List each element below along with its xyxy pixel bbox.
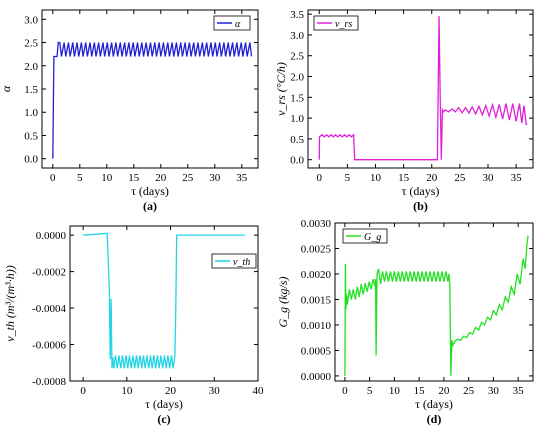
y-tick-label: 0.0	[290, 155, 304, 167]
legend-label: G_g	[364, 232, 381, 243]
x-tick-label: 10	[101, 172, 113, 184]
x-tick-label: 25	[182, 172, 194, 184]
panel-label: (b)	[413, 199, 428, 213]
y-tick-label: 1.0	[290, 113, 304, 125]
x-axis-label: τ (days)	[145, 397, 183, 411]
legend-label: v_rs	[335, 19, 352, 30]
legend-box	[211, 253, 257, 269]
y-tick-label: 0.5	[24, 130, 38, 142]
x-axis-label: τ (days)	[415, 397, 453, 411]
y-tick-label: 0.0010	[301, 320, 332, 332]
chart-panel-d: 0 5 10 15 20 25 30 35 0.0000 0.0005 0.0010 0.0015 0.…	[276, 218, 534, 426]
y-tick-label: 0.0015	[301, 294, 332, 306]
y-tick-label: 3.0	[290, 30, 304, 42]
y-tick-label: -0.0004	[32, 303, 66, 315]
y-tick-label: 3.0	[24, 14, 38, 26]
chart-panel-a: 0 5 10 15 20 25 30 35 0.0 0.5 1.0 1.5 2.0 2.5 3.0 τ (da…	[0, 9, 259, 213]
legend-label: v_th	[233, 257, 250, 268]
x-tick-label: 10	[389, 385, 401, 397]
y-tick-label: 0.0000	[301, 371, 332, 383]
series-line-0	[344, 235, 529, 376]
y-tick-label: 0.0025	[301, 243, 332, 255]
legend: α	[213, 15, 251, 31]
x-tick-label: 20	[426, 172, 438, 184]
x-tick-label: 30	[483, 172, 495, 184]
x-tick-label: 15	[128, 172, 140, 184]
chart-panel-c: 0 10 20 30 40 0.0000 -0.0002 -0.0004 -0.0006 -0.0…	[3, 225, 265, 426]
y-tick-label: 0.5	[290, 134, 304, 146]
y-axis-label: G_g (kg/s)	[276, 277, 290, 328]
y-axis-label: α	[0, 85, 13, 92]
y-tick-label: 0.0020	[301, 269, 332, 281]
x-tick-label: 10	[370, 172, 382, 184]
x-tick-label: 0	[80, 385, 86, 397]
x-tick-label: 0	[342, 385, 348, 397]
legend-box	[313, 15, 359, 31]
x-tick-label: 20	[155, 172, 167, 184]
legend: G_g	[342, 228, 388, 244]
legend-box	[342, 228, 388, 244]
y-tick-label: 2.5	[24, 38, 38, 50]
x-tick-label: 25	[463, 385, 475, 397]
y-tick-label: 1.5	[24, 84, 38, 96]
x-tick-label: 5	[77, 172, 83, 184]
plot-frame	[41, 9, 259, 169]
x-tick-label: 10	[121, 385, 133, 397]
y-tick-label: 2.5	[290, 51, 304, 63]
plot-frame	[69, 225, 259, 382]
x-tick-label: 30	[488, 385, 500, 397]
y-tick-label: 0.0005	[301, 345, 332, 357]
x-tick-label: 40	[253, 385, 265, 397]
series-line-0	[318, 16, 528, 161]
series-line-0	[52, 41, 253, 159]
x-tick-label: 20	[438, 385, 450, 397]
y-tick-label: 1.5	[290, 92, 304, 104]
x-tick-label: 30	[209, 172, 221, 184]
y-axis-label: v_rs (°C/h)	[275, 62, 288, 116]
plot-frame	[334, 222, 534, 382]
y-tick-label: -0.0006	[32, 340, 66, 352]
y-tick-label: 2.0	[290, 72, 304, 84]
legend: v_rs	[313, 15, 359, 31]
x-tick-label: 35	[513, 385, 525, 397]
x-tick-label: 0	[50, 172, 56, 184]
x-tick-label: 0	[317, 172, 323, 184]
x-axis-label: τ (days)	[402, 184, 440, 198]
y-tick-label: 0.0	[24, 154, 38, 166]
y-axis-label: v_th (m³/(m³·h))	[3, 265, 17, 342]
x-tick-label: 5	[367, 385, 373, 397]
y-tick-label: 2.0	[24, 61, 38, 73]
y-tick-label: 3.5	[290, 9, 304, 21]
x-axis-label: τ (days)	[131, 184, 169, 198]
x-tick-label: 25	[454, 172, 466, 184]
y-tick-label: 0.0000	[36, 230, 67, 242]
x-tick-label: 30	[209, 385, 221, 397]
x-tick-label: 35	[236, 172, 248, 184]
panel-label: (a)	[143, 199, 157, 213]
x-tick-label: 35	[511, 172, 523, 184]
series-line-0	[83, 232, 245, 369]
y-tick-label: 1.0	[24, 107, 38, 119]
panel-label: (c)	[157, 412, 170, 426]
y-tick-label: -0.0002	[32, 267, 66, 279]
panel-label: (d)	[427, 412, 442, 426]
chart-panel-b: 0 5 10 15 20 25 30 35 0.0 0.5 1.0 1.5 2.0 2.5 3.0 3.5 τ …	[275, 9, 534, 213]
plot-frame	[307, 9, 534, 169]
x-tick-label: 20	[165, 385, 177, 397]
y-tick-label: -0.0008	[32, 376, 66, 388]
legend: v_th	[211, 253, 257, 269]
x-tick-label: 5	[345, 172, 351, 184]
y-tick-label: 0.0030	[301, 218, 332, 230]
x-tick-label: 15	[398, 172, 410, 184]
x-tick-label: 15	[414, 385, 426, 397]
legend-label: α	[235, 19, 241, 30]
